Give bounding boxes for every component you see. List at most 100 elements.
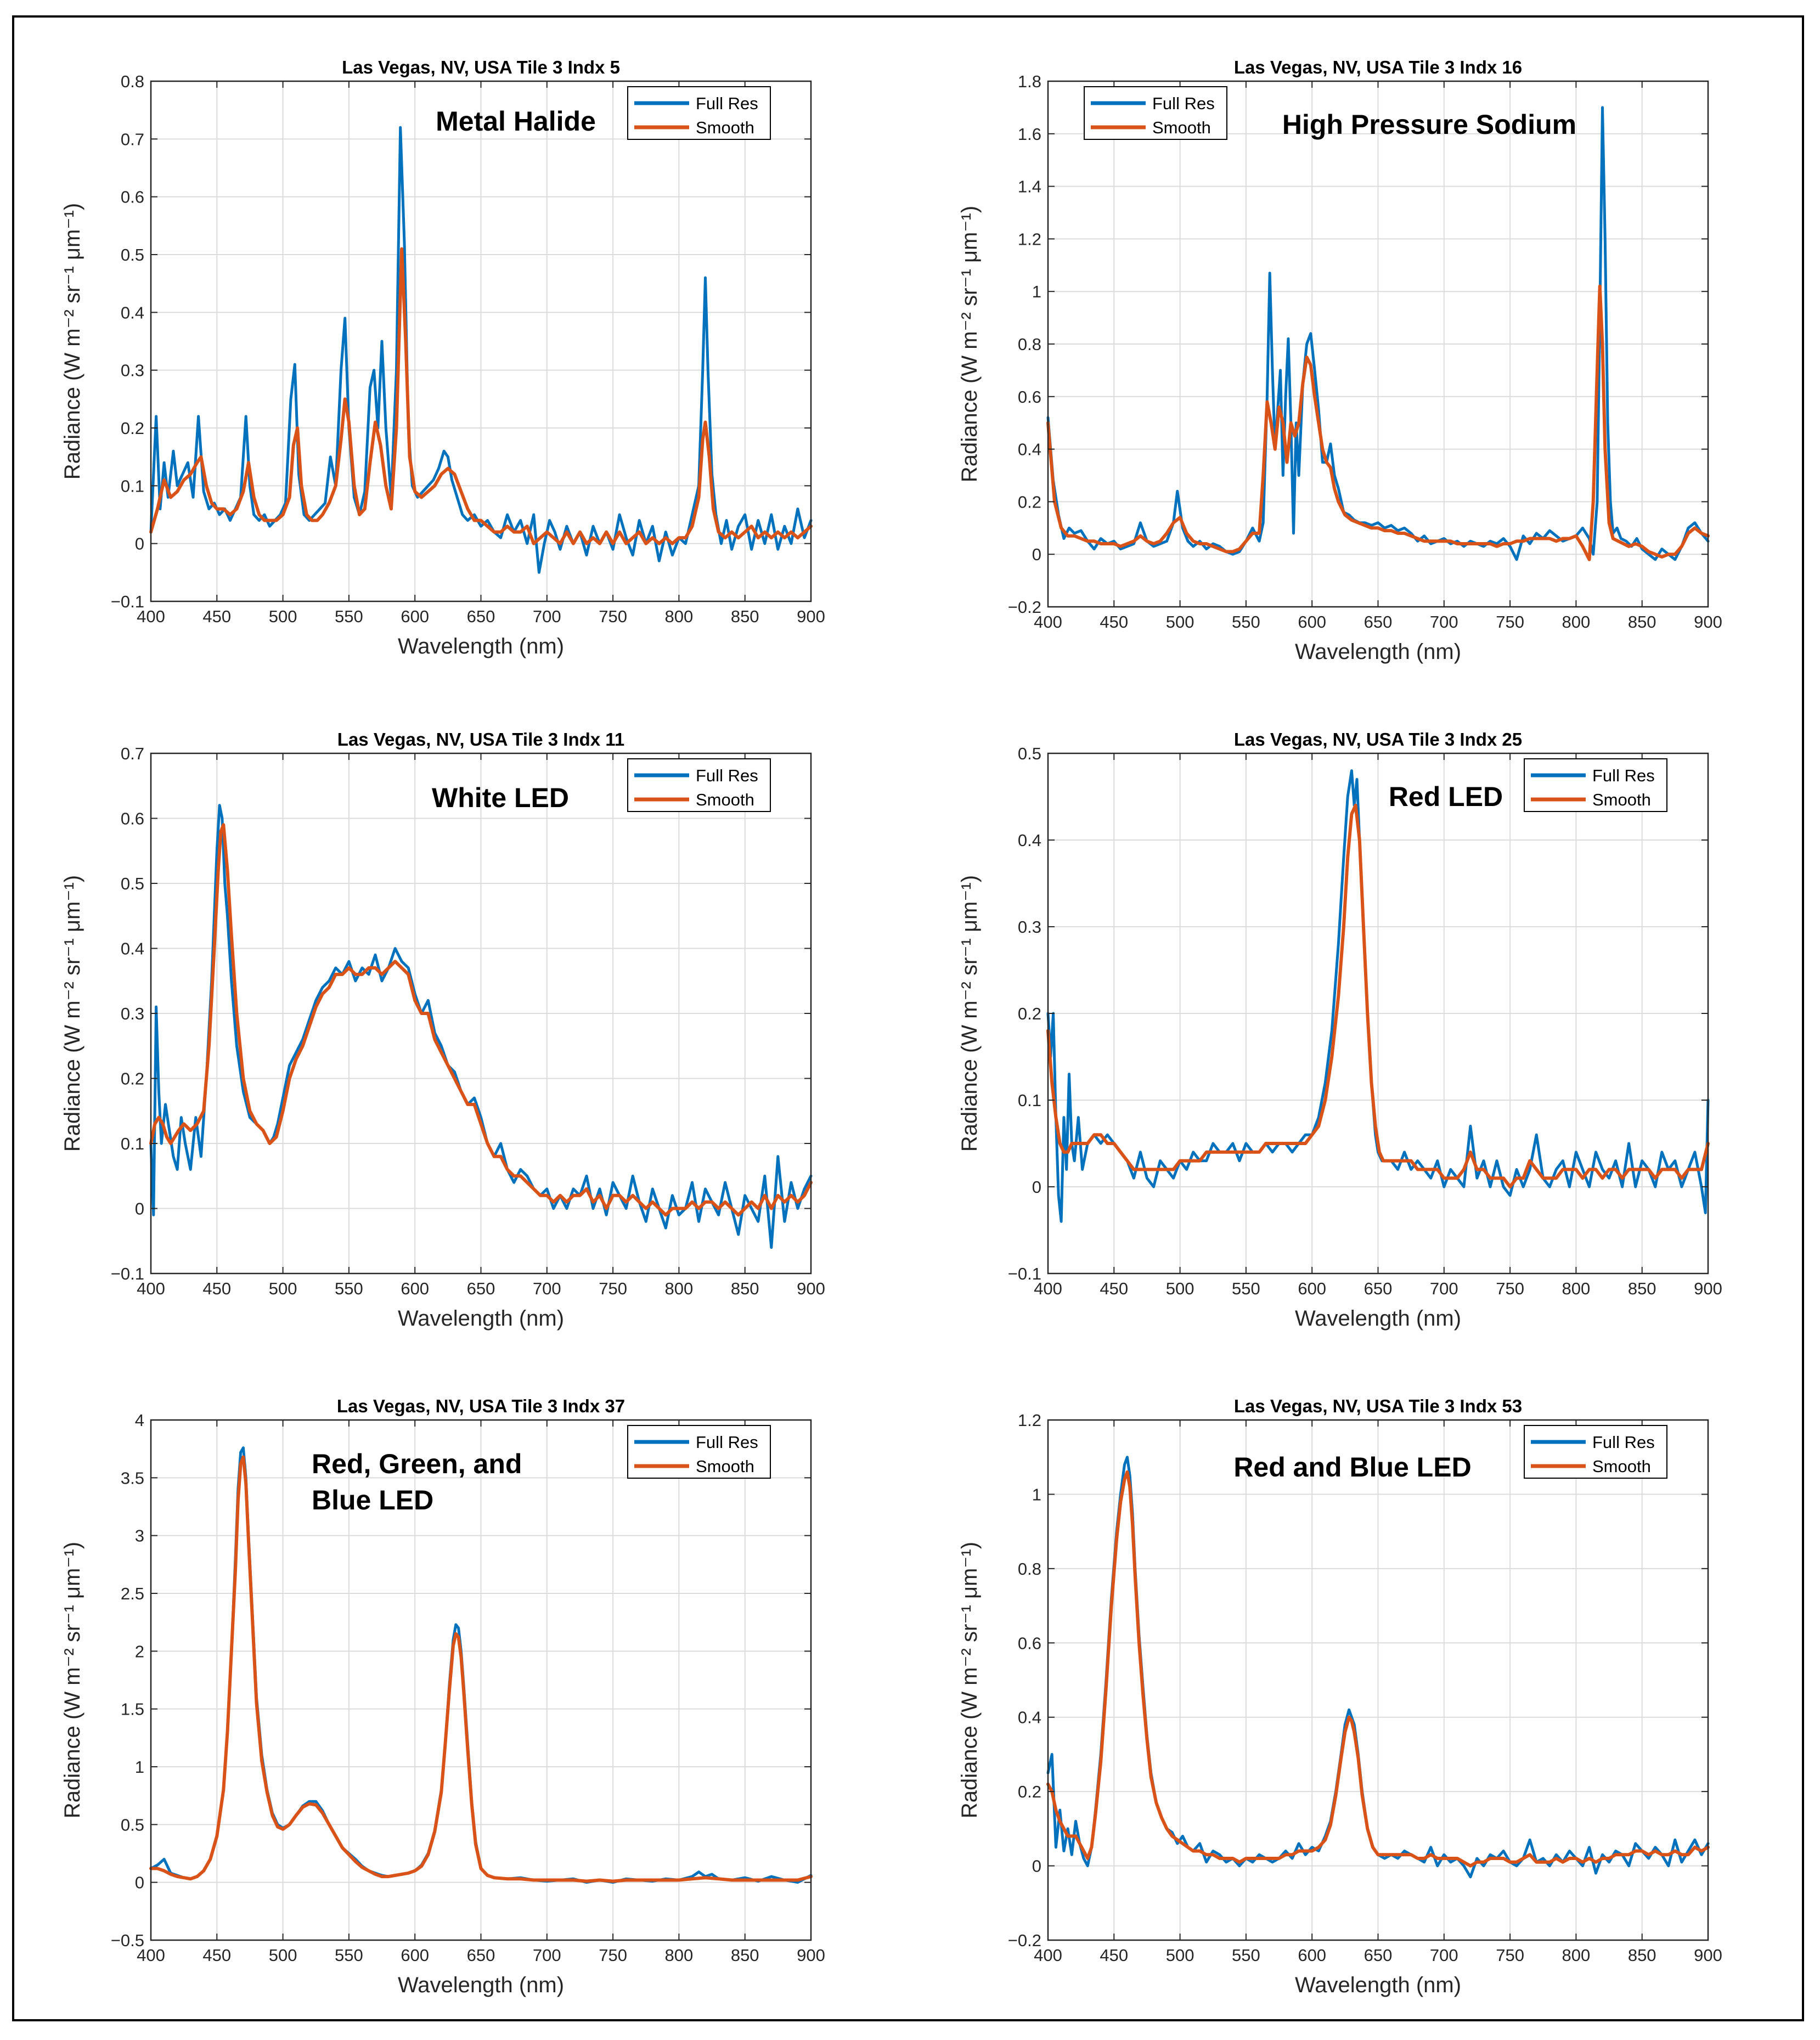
lamp-type-annotation: Blue LED (312, 1485, 433, 1515)
chart-panel-6: 400 450 500 550 600 650 700 750 800 850 900 −0.2 0 0.… (957, 1396, 1722, 1997)
x-tick-label: 750 (599, 1946, 627, 1965)
x-tick-label: 400 (1034, 612, 1062, 632)
x-axis-label: Wavelength (nm) (398, 1973, 564, 1997)
x-tick-label: 900 (797, 1279, 825, 1298)
legend-label: Full Res (696, 94, 758, 113)
x-tick-label: 750 (599, 607, 627, 626)
x-tick-label: 650 (467, 1279, 495, 1298)
lamp-type-annotation: Red, Green, and (312, 1449, 522, 1479)
y-tick-label: 3.5 (121, 1468, 144, 1487)
x-tick-label: 700 (1430, 1279, 1458, 1298)
y-axis-label: Radiance (W m⁻² sr⁻¹ μm⁻¹) (60, 875, 84, 1152)
series-line-smooth (1046, 284, 1710, 561)
x-tick-label: 800 (665, 607, 694, 626)
x-tick-label: 500 (1166, 1946, 1194, 1965)
y-tick-label: 0.1 (121, 1134, 144, 1153)
y-tick-label: 0.4 (1018, 440, 1041, 459)
x-tick-label: 650 (467, 1946, 495, 1965)
lamp-type-annotation: White LED (432, 782, 569, 813)
legend-box (627, 86, 771, 140)
x-tick-label: 750 (599, 1279, 627, 1298)
y-tick-label: 0.6 (1018, 387, 1041, 407)
y-tick-label: 0.6 (121, 809, 144, 829)
x-tick-label: 550 (335, 1946, 363, 1965)
x-tick-label: 650 (467, 607, 495, 626)
x-tick-label: 600 (1298, 1279, 1326, 1298)
x-tick-label: 400 (137, 1946, 165, 1965)
chart-title: Las Vegas, NV, USA Tile 3 Indx 53 (1234, 1396, 1522, 1416)
y-tick-label: 2 (135, 1642, 144, 1661)
legend-label: Smooth (1592, 1457, 1651, 1476)
y-tick-label: 0.6 (121, 188, 144, 207)
x-tick-label: 850 (1628, 612, 1656, 632)
chart-title: Las Vegas, NV, USA Tile 3 Indx 25 (1234, 729, 1522, 749)
y-tick-label: 0.4 (121, 939, 144, 959)
series-line-full-res (1046, 106, 1710, 561)
legend-box (627, 1425, 771, 1479)
legend-label: Full Res (696, 766, 758, 785)
x-tick-label: 900 (1694, 1279, 1722, 1298)
y-tick-label: 0.5 (121, 874, 144, 893)
series-line-full-res (1046, 1456, 1710, 1879)
y-tick-label: 0.5 (121, 1815, 144, 1834)
y-tick-label: 0.4 (121, 303, 144, 322)
y-tick-label: 0 (1032, 1177, 1041, 1197)
y-tick-label: 4 (135, 1411, 144, 1430)
x-tick-label: 650 (1364, 612, 1393, 632)
x-tick-label: 600 (401, 607, 429, 626)
y-tick-label: 0.8 (1018, 335, 1041, 354)
y-tick-label: 1.6 (1018, 125, 1041, 144)
series-line-smooth (1046, 803, 1710, 1188)
x-axis-label: Wavelength (nm) (1295, 640, 1461, 664)
y-tick-label: −0.2 (1008, 1931, 1041, 1950)
y-tick-label: 0 (1032, 1857, 1041, 1876)
figure-frame (12, 15, 1804, 2021)
x-tick-label: 900 (797, 1946, 825, 1965)
x-tick-label: 650 (1364, 1946, 1393, 1965)
legend: Full Res Smooth (1524, 1425, 1667, 1479)
x-tick-label: 800 (665, 1279, 694, 1298)
x-tick-label: 450 (1100, 1279, 1128, 1298)
y-tick-label: 1.4 (1018, 177, 1041, 196)
x-tick-label: 650 (1364, 1279, 1393, 1298)
x-axis-label: Wavelength (nm) (1295, 1973, 1461, 1997)
y-tick-label: 3 (135, 1526, 144, 1546)
legend-label: Full Res (1592, 1433, 1655, 1452)
x-axis-label: Wavelength (nm) (1295, 1306, 1461, 1331)
x-tick-label: 600 (401, 1946, 429, 1965)
chart-title: Las Vegas, NV, USA Tile 3 Indx 37 (337, 1396, 625, 1416)
y-tick-label: 0.2 (121, 1069, 144, 1089)
legend-box (1084, 86, 1227, 140)
y-tick-label: −0.2 (1008, 598, 1041, 617)
x-tick-label: 600 (1298, 1946, 1326, 1965)
legend: Full Res Smooth (1084, 86, 1227, 140)
lamp-type-annotation: Red and Blue LED (1233, 1452, 1471, 1483)
y-tick-label: 1.2 (1018, 229, 1041, 249)
y-tick-label: 0.6 (1018, 1633, 1041, 1653)
y-tick-label: 1 (1032, 1485, 1041, 1504)
y-tick-label: 0 (135, 1199, 144, 1219)
y-tick-label: 0.5 (1018, 744, 1041, 763)
y-tick-label: 0.8 (121, 72, 144, 91)
chart-title: Las Vegas, NV, USA Tile 3 Indx 16 (1234, 57, 1522, 77)
y-tick-label: −0.1 (111, 592, 144, 611)
x-tick-label: 550 (1232, 612, 1260, 632)
y-tick-label: 0.3 (121, 361, 144, 380)
y-tick-label: 1 (135, 1757, 144, 1777)
x-tick-label: 900 (797, 607, 825, 626)
y-tick-label: −0.5 (111, 1931, 144, 1950)
y-tick-label: 0.5 (121, 245, 144, 264)
x-tick-label: 600 (1298, 612, 1326, 632)
x-tick-label: 500 (1166, 1279, 1194, 1298)
legend-label: Smooth (1592, 790, 1651, 809)
x-tick-label: 700 (1430, 1946, 1458, 1965)
x-tick-label: 800 (1562, 612, 1591, 632)
y-axis-label: Radiance (W m⁻² sr⁻¹ μm⁻¹) (957, 206, 982, 482)
y-tick-label: −0.1 (111, 1264, 144, 1283)
legend: Full Res Smooth (627, 86, 771, 140)
x-tick-label: 500 (269, 1279, 297, 1298)
x-tick-label: 550 (335, 1279, 363, 1298)
x-tick-label: 700 (1430, 612, 1458, 632)
y-tick-label: −0.1 (1008, 1264, 1041, 1283)
legend-label: Full Res (696, 1433, 758, 1452)
